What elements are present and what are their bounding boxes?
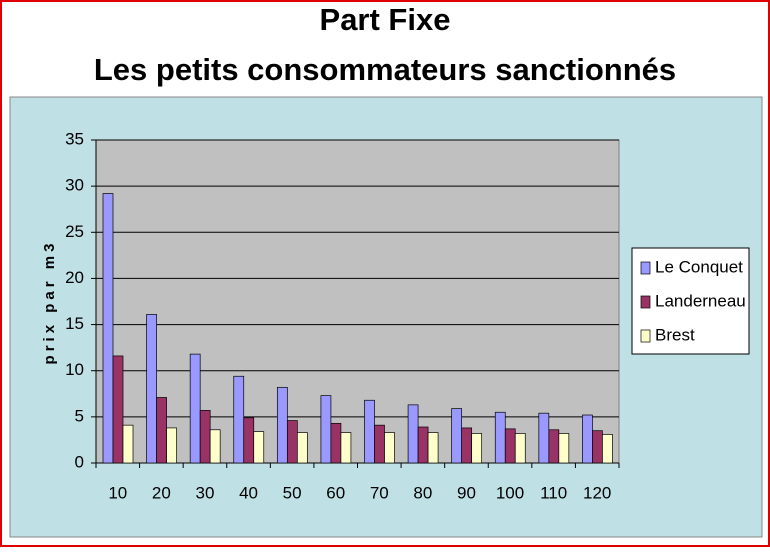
chart-title: Part Fixe xyxy=(320,2,451,37)
bar xyxy=(146,314,157,464)
x-tick-label: 30 xyxy=(195,483,214,502)
y-tick-label: 5 xyxy=(75,406,84,425)
bar xyxy=(276,386,288,464)
legend xyxy=(631,247,750,355)
bar xyxy=(384,432,395,464)
bar xyxy=(427,432,439,464)
bar xyxy=(504,428,516,464)
bar xyxy=(582,414,593,464)
y-tick-label: 15 xyxy=(65,314,84,333)
x-tick-label: 60 xyxy=(326,483,345,502)
bar xyxy=(471,433,483,464)
bar xyxy=(156,397,167,464)
chart-subtitle: Les petits consommateurs sanctionnés xyxy=(94,52,676,87)
bar xyxy=(514,433,526,464)
bar xyxy=(286,420,298,464)
x-tick-label: 40 xyxy=(239,483,258,502)
y-tick-label: 35 xyxy=(65,129,84,148)
y-tick-label: 0 xyxy=(75,452,84,471)
bar xyxy=(494,411,506,464)
bar xyxy=(548,429,560,464)
legend-label: Le Conquet xyxy=(655,257,743,276)
bar xyxy=(122,424,134,464)
y-axis-label: prix par m3 xyxy=(41,240,58,365)
x-tick-label: 80 xyxy=(413,483,432,502)
x-tick-label: 50 xyxy=(283,483,302,502)
bar xyxy=(253,431,265,464)
bar xyxy=(592,430,603,464)
x-tick-label: 70 xyxy=(370,483,389,502)
bar xyxy=(451,408,463,464)
legend-swatch xyxy=(640,261,651,275)
legend-label: Landerneau xyxy=(655,291,746,310)
y-tick-label: 25 xyxy=(65,222,84,241)
y-tick-label: 10 xyxy=(65,360,84,379)
bar xyxy=(166,427,177,464)
bar xyxy=(189,353,201,464)
bar xyxy=(602,434,613,464)
bar xyxy=(243,417,255,464)
x-tick-label: 10 xyxy=(108,483,127,502)
x-tick-label: 110 xyxy=(540,483,567,502)
bar xyxy=(538,412,550,464)
x-tick-label: 20 xyxy=(152,483,171,502)
bar xyxy=(407,404,419,464)
legend-label: Brest xyxy=(655,325,695,344)
y-tick-label: 30 xyxy=(65,176,84,195)
bar xyxy=(461,427,473,464)
bar xyxy=(417,426,429,464)
bar xyxy=(320,395,332,464)
bar xyxy=(102,193,114,464)
legend-swatch xyxy=(640,295,651,309)
bar xyxy=(209,429,221,464)
legend-swatch xyxy=(640,329,651,343)
bar xyxy=(112,355,124,464)
bar xyxy=(364,399,375,464)
x-tick-label: 90 xyxy=(457,483,476,502)
bar xyxy=(296,432,308,464)
x-tick-label: 100 xyxy=(496,483,524,502)
bar xyxy=(233,375,245,464)
bar xyxy=(340,432,352,464)
x-tick-label: 120 xyxy=(583,483,611,502)
bar xyxy=(558,433,570,464)
bar xyxy=(374,424,385,464)
y-tick-label: 20 xyxy=(65,268,84,287)
bar xyxy=(330,422,342,464)
bar xyxy=(199,410,211,464)
